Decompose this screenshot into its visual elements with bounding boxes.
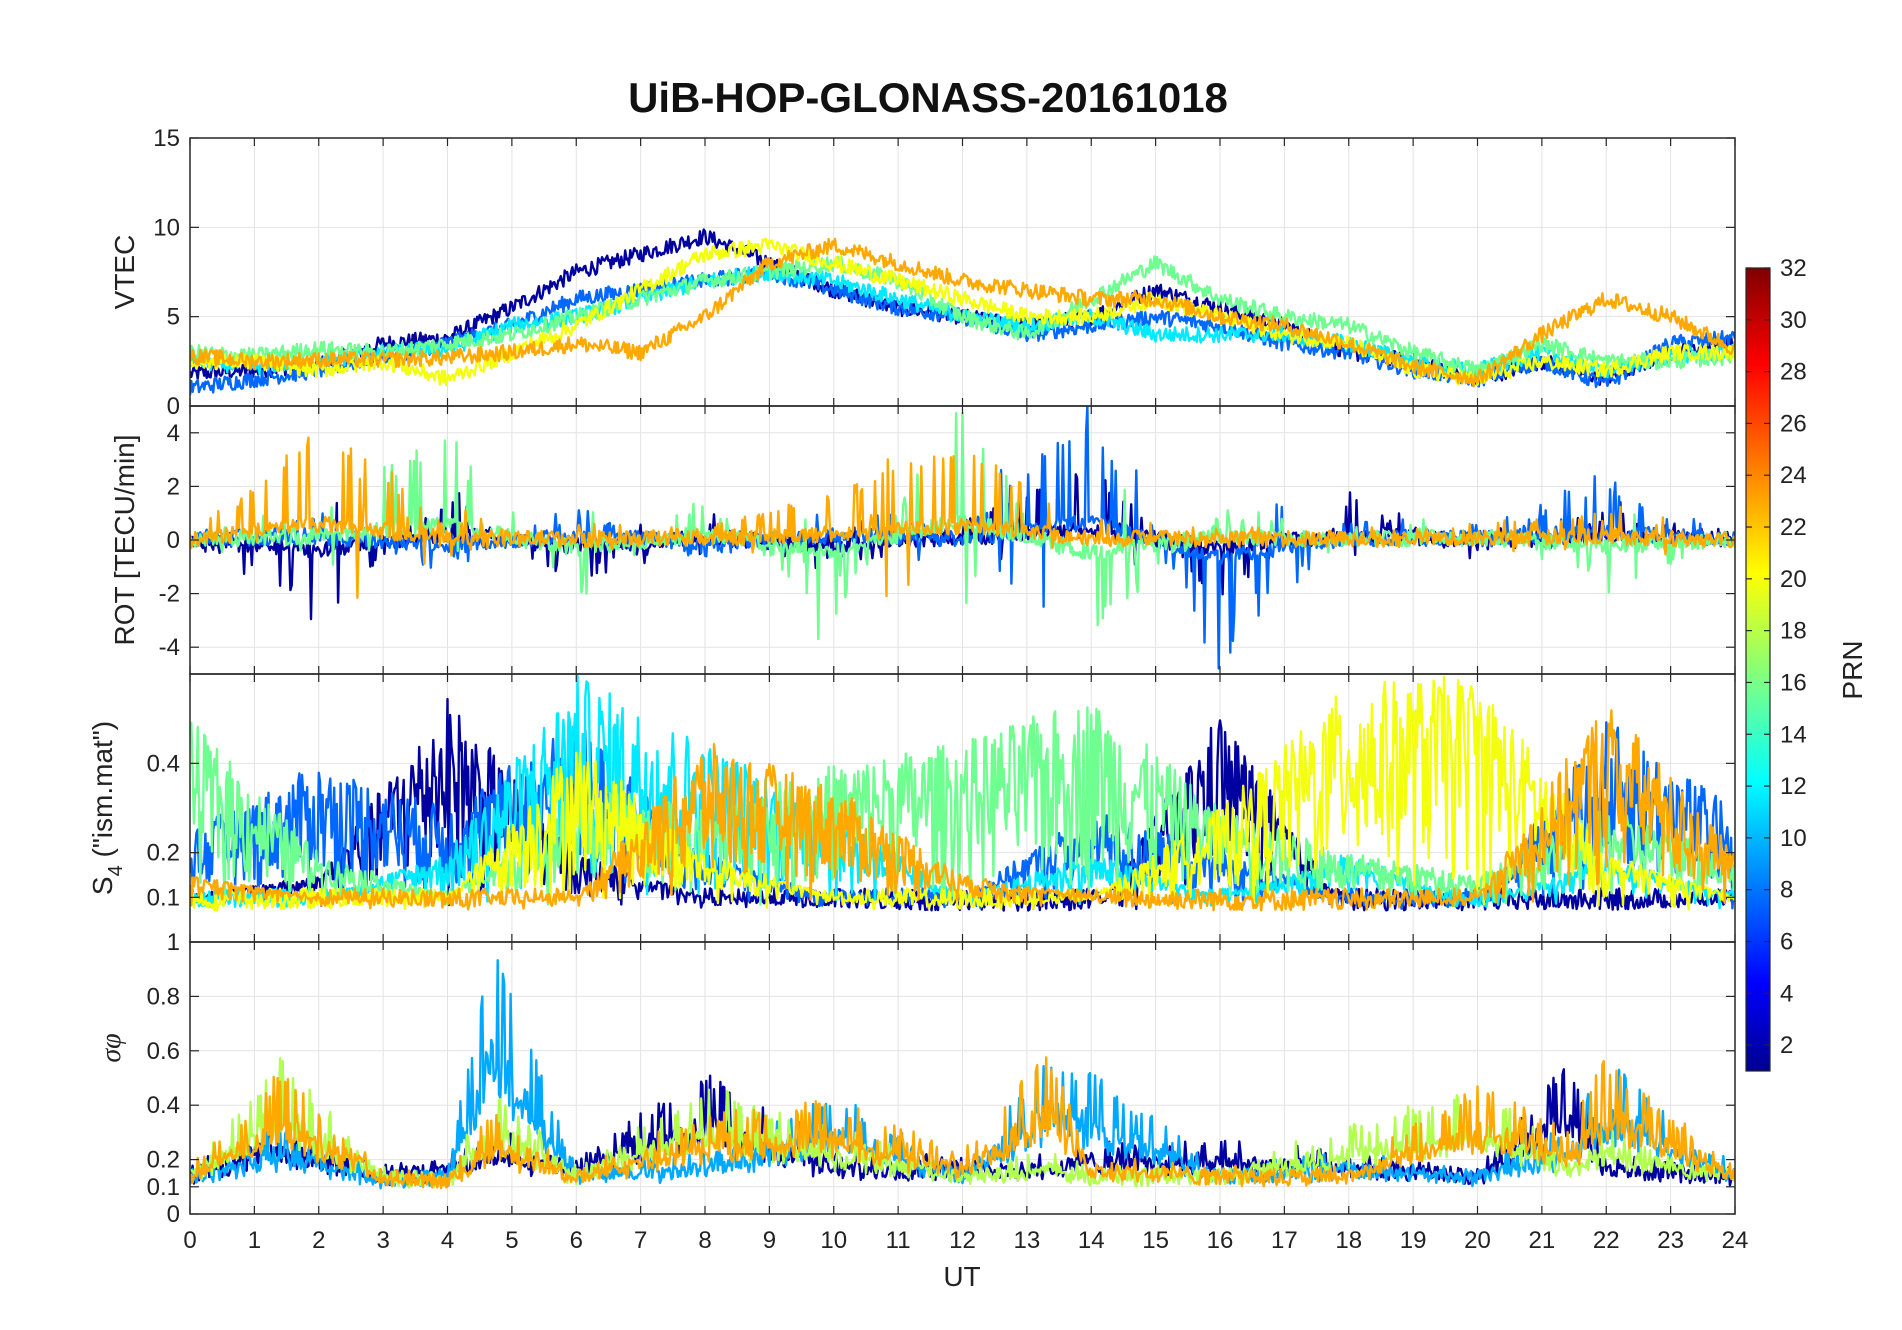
- x-tick-label: 3: [376, 1227, 389, 1254]
- colorbar-tick-label: 28: [1780, 359, 1807, 386]
- colorbar-tick-label: 14: [1780, 721, 1807, 748]
- x-tick-label: 12: [949, 1227, 976, 1254]
- y-tick-label: 5: [167, 304, 180, 331]
- x-tick-label: 7: [634, 1227, 647, 1254]
- y-axis-label: S4 ("ism.mat"): [87, 721, 127, 895]
- series-group: [190, 959, 1735, 1190]
- x-tick-label: 24: [1722, 1227, 1749, 1254]
- x-tick-label: 18: [1335, 1227, 1362, 1254]
- series-line-prn-23: [190, 1056, 1735, 1190]
- y-tick-label: 4: [167, 420, 180, 447]
- y-tick-label: 1: [167, 929, 180, 956]
- x-tick-label: 11: [886, 1227, 911, 1254]
- x-tick-label: 20: [1464, 1227, 1491, 1254]
- x-axis-label: UT: [943, 1261, 980, 1292]
- x-tick-label: 13: [1014, 1227, 1041, 1254]
- y-tick-label: 0.1: [147, 884, 180, 911]
- colorbar-tick-label: 22: [1780, 514, 1807, 541]
- colorbar-tick-label: 18: [1780, 618, 1807, 645]
- colorbar-tick-label: 30: [1780, 307, 1807, 334]
- y-tick-label: 0.2: [147, 840, 180, 867]
- x-tick-label: 9: [763, 1227, 776, 1254]
- x-tick-label: 23: [1657, 1227, 1684, 1254]
- colorbar-label: PRN: [1837, 640, 1868, 699]
- series-line-prn-23: [190, 436, 1735, 599]
- x-tick-label: 21: [1529, 1227, 1556, 1254]
- series-group: [190, 228, 1735, 396]
- colorbar-tick-label: 8: [1780, 877, 1793, 904]
- series-line-prn-23: [190, 709, 1735, 912]
- series-line-prn-23: [190, 237, 1735, 388]
- colorbar-gradient: [1745, 267, 1771, 1072]
- colorbar-tick-label: 6: [1780, 928, 1793, 955]
- colorbar-tick-label: 10: [1780, 825, 1807, 852]
- series-line-prn-20: [190, 237, 1735, 387]
- colorbar-tick-label: 4: [1780, 980, 1793, 1007]
- x-tick-label: 19: [1400, 1227, 1427, 1254]
- x-tick-label: 17: [1271, 1227, 1298, 1254]
- y-axis-label: VTEC: [109, 235, 140, 310]
- x-tick-label: 8: [698, 1227, 711, 1254]
- y-tick-label: 2: [167, 473, 180, 500]
- x-tick-label: 5: [505, 1227, 518, 1254]
- x-tick-label: 1: [248, 1227, 261, 1254]
- y-axis-label: ROT [TECU/min]: [109, 434, 140, 645]
- x-tick-label: 16: [1207, 1227, 1234, 1254]
- colorbar-tick-label: 32: [1780, 255, 1807, 282]
- x-tick-label: 10: [820, 1227, 847, 1254]
- x-tick-label: 2: [312, 1227, 325, 1254]
- colorbar-tick-label: 24: [1780, 462, 1807, 489]
- y-tick-label: -2: [159, 581, 180, 608]
- y-tick-label: 0.2: [147, 1147, 180, 1174]
- y-tick-label: 0.1: [147, 1174, 180, 1201]
- y-tick-label: 0.8: [147, 983, 180, 1010]
- chart-title: UiB-HOP-GLONASS-20161018: [628, 74, 1228, 121]
- y-tick-label: 0: [167, 1201, 180, 1228]
- y-tick-label: 0: [167, 527, 180, 554]
- panel-vtec: 0 5 10 15 VTEC: [109, 125, 1736, 420]
- series-group: [190, 674, 1735, 912]
- x-tick-label: 14: [1078, 1227, 1105, 1254]
- panel-s4: 0.1 0.2 0.4 S4 ("ism.mat"): [87, 673, 1736, 943]
- y-axis-label: σφ: [96, 1033, 127, 1062]
- x-tick-label: 6: [570, 1227, 583, 1254]
- y-tick-label: 10: [153, 214, 180, 241]
- y-tick-label: 0: [167, 393, 180, 420]
- colorbar-tick-label: 2: [1780, 1032, 1793, 1059]
- colorbar-tick-label: 26: [1780, 410, 1807, 437]
- colorbar-tick-label: 20: [1780, 566, 1807, 593]
- y-tick-label: 0.4: [147, 750, 180, 777]
- y-tick-label: 0.6: [147, 1038, 180, 1065]
- x-tick-label: 22: [1593, 1227, 1620, 1254]
- y-tick-label: 0.4: [147, 1092, 180, 1119]
- panel-rot: -4 -2 0 2 4 ROT [TECU/min]: [109, 405, 1736, 675]
- x-tick-label: 15: [1142, 1227, 1169, 1254]
- y-tick-label: -4: [159, 634, 180, 661]
- colorbar-tick-label: 12: [1780, 773, 1807, 800]
- x-tick-label: 4: [441, 1227, 454, 1254]
- y-tick-label: 15: [153, 125, 180, 152]
- x-tick-label: 0: [183, 1227, 196, 1254]
- colorbar-tick-label: 16: [1780, 669, 1807, 696]
